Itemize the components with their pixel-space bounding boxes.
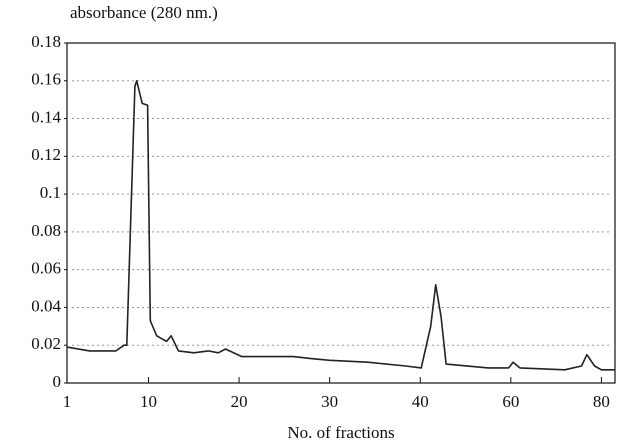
y-tick-label: 0.12 bbox=[31, 145, 61, 164]
y-axis-label: absorbance (280 nm.) bbox=[70, 3, 218, 22]
y-tick-label: 0.06 bbox=[31, 259, 61, 278]
y-tick-label: 0.14 bbox=[31, 107, 61, 126]
y-tick-label: 0.04 bbox=[31, 296, 61, 315]
y-tick-label: 0.16 bbox=[31, 70, 61, 89]
data-line bbox=[66, 80, 615, 371]
y-tick-label: 0 bbox=[53, 372, 62, 391]
x-axis-label: No. of fractions bbox=[287, 423, 394, 442]
x-tick-label: 1 bbox=[63, 392, 72, 411]
x-tick-label: 10 bbox=[140, 392, 157, 411]
y-tick-label: 0.02 bbox=[31, 334, 61, 353]
x-tick-label: 40 bbox=[412, 392, 429, 411]
plot-frame bbox=[66, 42, 616, 384]
y-tick-label: 0.08 bbox=[31, 221, 61, 240]
x-tick-label: 30 bbox=[321, 392, 338, 411]
y-tick-label: 0.1 bbox=[40, 183, 61, 202]
y-tick-label: 0.18 bbox=[31, 32, 61, 51]
x-tick-label: 80 bbox=[593, 392, 610, 411]
x-tick-label: 20 bbox=[231, 392, 248, 411]
x-tick-label: 60 bbox=[502, 392, 519, 411]
